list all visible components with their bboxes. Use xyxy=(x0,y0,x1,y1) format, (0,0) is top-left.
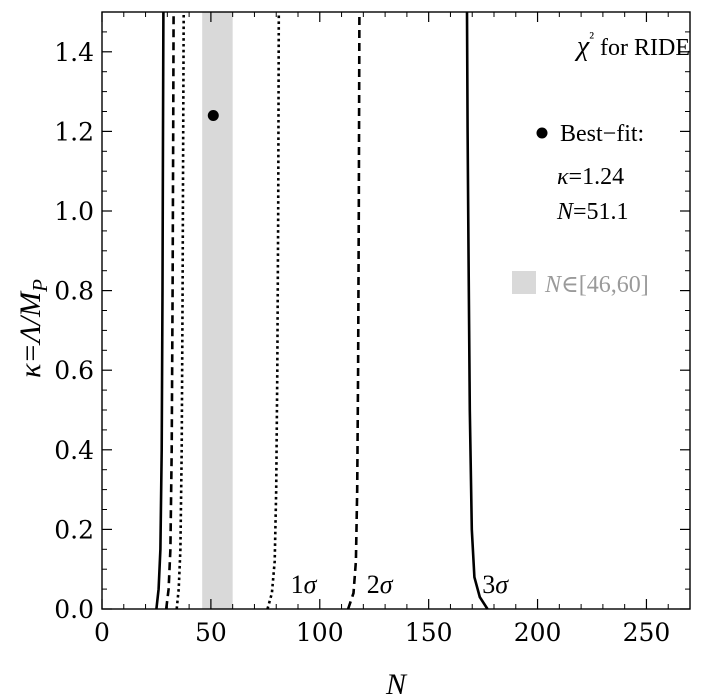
n-range-band xyxy=(202,12,233,609)
band-legend-swatch xyxy=(512,271,536,294)
contour-3sigma-right xyxy=(465,11,489,610)
legend: Best−fit: κ=1.24 N=51.1 N∈[46,60] xyxy=(512,121,649,298)
y-tick-label: 0.8 xyxy=(54,277,94,306)
plot-border xyxy=(101,11,691,610)
contour-3sigma-left xyxy=(155,11,165,610)
x-tick-label: 100 xyxy=(296,618,344,647)
x-tick-label: 150 xyxy=(405,618,453,647)
y-tick-label: 0.4 xyxy=(54,436,94,465)
best-fit-kappa: κ=1.24 xyxy=(557,164,624,190)
y-tick-label: 0.0 xyxy=(54,595,94,624)
y-tick-label: 0.2 xyxy=(54,515,94,544)
band-legend-label: N∈[46,60] xyxy=(544,272,649,298)
best-fit-label: Best−fit: xyxy=(560,121,644,147)
contour-2sigma-left xyxy=(164,11,175,610)
svg-text:κ=Λ/MP: κ=Λ/MP xyxy=(14,279,52,378)
n-range-band-layer xyxy=(202,12,233,609)
sigma-label-1: 1σ xyxy=(291,570,318,599)
contour-1sigma-left xyxy=(175,11,185,610)
contour-2sigma-right xyxy=(346,11,361,610)
chart-title: χ² for RIDE xyxy=(574,30,690,62)
contour-curves-layer: 1σ 2σ 3σ xyxy=(155,11,509,610)
y-tick-label: 1.4 xyxy=(54,38,94,67)
x-axis-title: N xyxy=(385,668,408,699)
best-fit-n: N=51.1 xyxy=(556,199,629,225)
y-tick-label: 1.2 xyxy=(54,117,94,146)
best-fit-point xyxy=(207,109,219,121)
x-tick-label: 200 xyxy=(514,618,562,647)
x-tick-label: 50 xyxy=(195,618,227,647)
sigma-label-2: 2σ xyxy=(367,570,394,599)
plot-frame xyxy=(101,11,691,610)
y-axis-title: κ=Λ/MP xyxy=(14,279,52,378)
sigma-label-3: 3σ xyxy=(482,570,509,599)
y-tick-label: 1.0 xyxy=(54,197,94,226)
ticks-layer: 0 50 100 150 200 250 0.0 0.2 0.4 0.6 0.8 1.0 1.2 1.4 xyxy=(54,12,690,647)
contour-1sigma-right xyxy=(266,11,281,610)
y-tick-label: 0.6 xyxy=(54,356,94,385)
x-tick-label: 250 xyxy=(623,618,671,647)
best-fit-legend-marker xyxy=(536,127,548,139)
x-tick-label: 0 xyxy=(94,618,110,647)
